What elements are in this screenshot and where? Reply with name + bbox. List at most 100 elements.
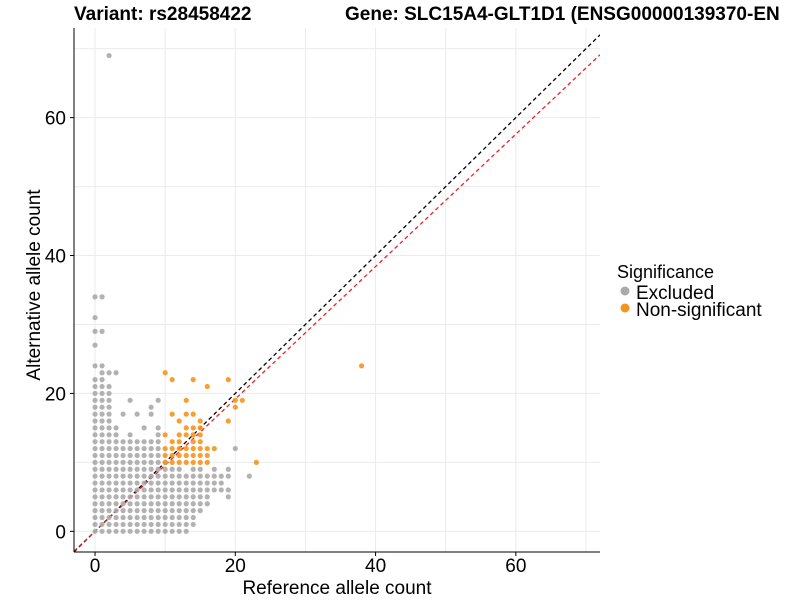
axes [73,28,600,553]
point-non-significant [197,425,203,431]
point-excluded [183,501,189,507]
point-non-significant [183,397,189,403]
point-excluded [148,439,154,445]
point-excluded [99,494,105,500]
point-excluded [169,494,175,500]
point-excluded [141,528,147,534]
point-excluded [176,473,182,479]
point-non-significant [239,397,245,403]
point-non-significant [190,459,196,465]
point-excluded [141,473,147,479]
point-excluded [148,466,154,472]
point-excluded [92,459,98,465]
point-non-significant [162,432,168,438]
point-excluded [99,459,105,465]
point-excluded [92,363,98,369]
point-non-significant [253,459,259,465]
point-excluded [162,473,168,479]
point-excluded [183,487,189,493]
point-excluded [120,480,126,486]
point-excluded [176,494,182,500]
point-excluded [162,487,168,493]
point-excluded [148,494,154,500]
point-excluded [99,425,105,431]
point-excluded [183,528,189,534]
point-excluded [134,452,140,459]
point-excluded [92,466,98,472]
point-excluded [169,528,175,534]
point-excluded [162,514,168,521]
point-excluded [127,445,133,452]
point-excluded [176,480,182,486]
point-excluded [92,501,98,507]
point-excluded [120,494,126,500]
point-excluded [232,445,238,452]
point-excluded [162,508,168,514]
point-excluded [92,390,98,397]
point-excluded [106,466,112,472]
point-excluded [120,501,126,507]
point-excluded [197,494,203,500]
point-excluded [127,508,133,514]
point-excluded [155,473,161,479]
point-excluded [120,445,126,452]
point-excluded [169,521,175,528]
point-excluded [183,514,189,521]
point-non-significant [176,439,182,445]
point-excluded [197,473,203,479]
point-excluded [162,521,168,528]
point-excluded [127,480,133,486]
point-excluded [99,487,105,493]
point-excluded [225,466,231,472]
point-excluded [155,439,161,445]
point-non-significant [162,370,168,376]
point-non-significant [183,459,189,465]
point-excluded [113,480,119,486]
point-excluded [148,487,154,493]
point-excluded [141,487,147,493]
x-tick-label: 40 [365,556,386,577]
point-excluded [190,494,196,500]
point-excluded [92,294,98,300]
point-non-significant [162,445,168,452]
point-excluded [141,508,147,514]
point-excluded [99,473,105,479]
point-excluded [134,494,140,500]
point-excluded [113,432,119,438]
point-excluded [113,494,119,500]
point-excluded [141,439,147,445]
point-excluded [211,473,217,479]
point-excluded [99,294,105,300]
point-excluded [113,501,119,507]
point-excluded [176,508,182,514]
point-excluded [92,425,98,431]
point-excluded [120,528,126,534]
point-excluded [120,466,126,472]
point-excluded [141,521,147,528]
point-excluded [113,445,119,452]
point-excluded [106,390,112,397]
point-non-significant [232,397,238,403]
point-excluded [106,514,112,521]
point-non-significant [197,445,203,452]
point-excluded [99,404,105,410]
point-excluded [99,445,105,452]
point-excluded [211,480,217,486]
point-excluded [169,480,175,486]
point-excluded [190,480,196,486]
y-axis-title: Alternative allele count [24,189,45,381]
point-excluded [99,383,105,390]
point-excluded [99,528,105,534]
point-excluded [99,508,105,514]
point-non-significant [169,459,175,465]
point-excluded [134,445,140,452]
point-excluded [169,487,175,493]
point-excluded [106,52,112,59]
point-excluded [176,521,182,528]
point-excluded [92,494,98,500]
point-excluded [218,480,224,486]
point-non-significant [197,432,203,438]
point-excluded [155,459,161,465]
point-excluded [134,521,140,528]
